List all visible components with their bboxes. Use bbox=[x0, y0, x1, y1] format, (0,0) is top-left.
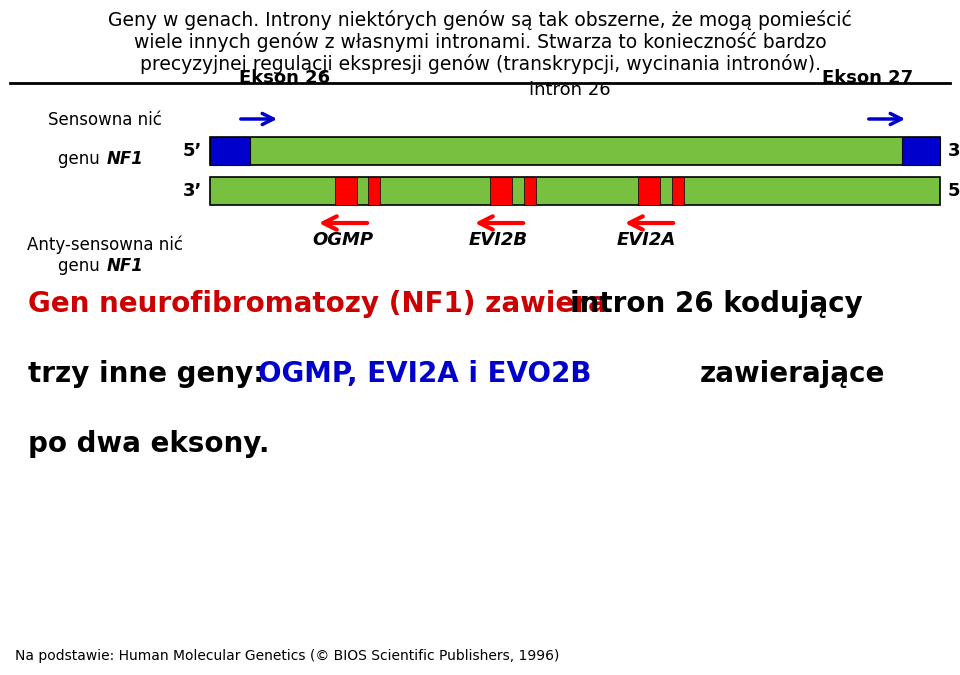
Text: 5’: 5’ bbox=[182, 142, 202, 160]
Text: genu: genu bbox=[58, 257, 105, 275]
Text: precyzyjnej regulacji ekspresji genów (transkrypcji, wycinania intronów).: precyzyjnej regulacji ekspresji genów (t… bbox=[139, 54, 821, 74]
Bar bbox=[210, 177, 940, 205]
Bar bbox=[490, 177, 512, 205]
Bar bbox=[672, 177, 684, 205]
Text: 3’: 3’ bbox=[948, 142, 960, 160]
Text: Ekson 26: Ekson 26 bbox=[239, 69, 330, 87]
Text: Ekson 27: Ekson 27 bbox=[823, 69, 914, 87]
Bar bbox=[335, 177, 357, 205]
Text: genu: genu bbox=[58, 150, 105, 168]
Text: OGMP, EVI2A i EVO2B: OGMP, EVI2A i EVO2B bbox=[258, 360, 591, 388]
Bar bbox=[524, 177, 536, 205]
Text: EVI2B: EVI2B bbox=[468, 231, 528, 249]
Text: intron 26 kodujący: intron 26 kodujący bbox=[570, 290, 863, 318]
Text: OGMP: OGMP bbox=[312, 231, 373, 249]
Text: wiele innych genów z własnymi intronami. Stwarza to konieczność bardzo: wiele innych genów z własnymi intronami.… bbox=[133, 32, 827, 52]
Text: po dwa eksony.: po dwa eksony. bbox=[28, 430, 270, 458]
Bar bbox=[210, 137, 250, 165]
Text: Gen neurofibromatozy (NF1) zawiera: Gen neurofibromatozy (NF1) zawiera bbox=[28, 290, 607, 318]
Text: Anty-sensowna nić: Anty-sensowna nić bbox=[27, 235, 183, 254]
Text: trzy inne geny:: trzy inne geny: bbox=[28, 360, 264, 388]
Bar bbox=[902, 137, 940, 165]
Text: intron 26: intron 26 bbox=[529, 81, 611, 99]
Text: Geny w genach. Introny niektórych genów są tak obszerne, że mogą pomieścić: Geny w genach. Introny niektórych genów … bbox=[108, 10, 852, 30]
Bar bbox=[368, 177, 380, 205]
Text: 5’: 5’ bbox=[948, 182, 960, 200]
Text: Sensowna nić: Sensowna nić bbox=[48, 111, 162, 129]
Text: NF1: NF1 bbox=[107, 257, 144, 275]
Bar bbox=[638, 177, 660, 205]
Text: 3’: 3’ bbox=[182, 182, 202, 200]
Text: EVI2A: EVI2A bbox=[616, 231, 676, 249]
Text: zawierające: zawierające bbox=[700, 360, 885, 388]
Bar bbox=[210, 137, 940, 165]
Text: Na podstawie: Human Molecular Genetics (© BIOS Scientific Publishers, 1996): Na podstawie: Human Molecular Genetics (… bbox=[15, 649, 560, 663]
Text: NF1: NF1 bbox=[107, 150, 144, 168]
